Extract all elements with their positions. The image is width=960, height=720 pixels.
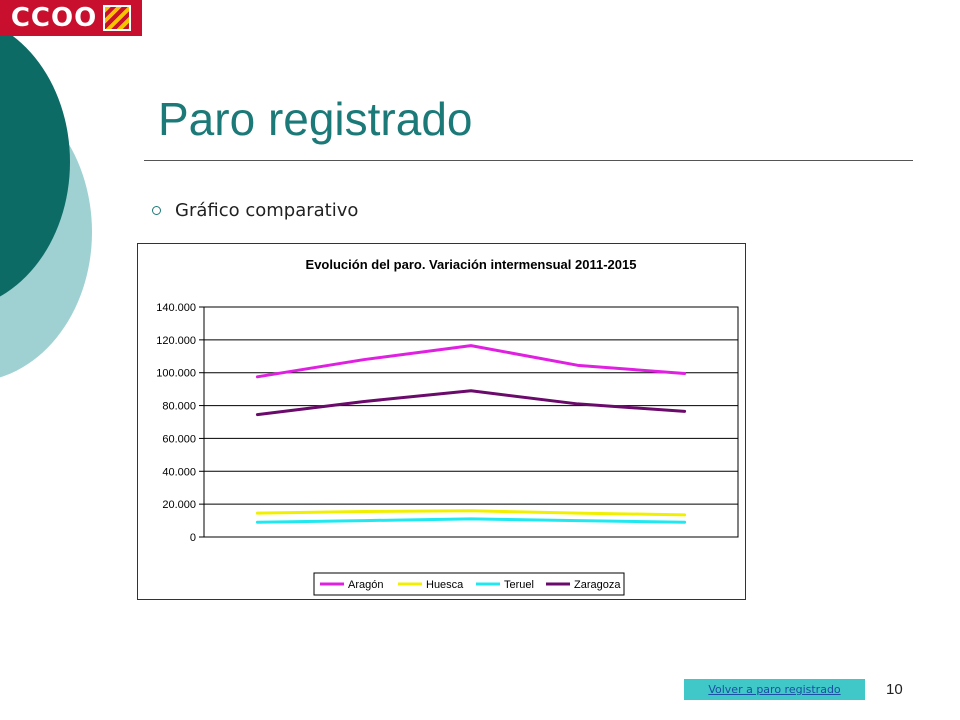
logo-text: CCOO xyxy=(10,3,98,33)
legend xyxy=(313,572,625,596)
line-chart: Evolución del paro. Variación intermensu… xyxy=(137,243,746,600)
chart-title: Evolución del paro. Variación intermensu… xyxy=(306,257,637,272)
series-line-huesca xyxy=(255,509,687,517)
page-number: 10 xyxy=(886,681,903,698)
legend-label: Aragón xyxy=(348,579,383,591)
circle-bullet-icon xyxy=(152,206,161,215)
title-divider xyxy=(144,160,913,161)
y-tick-label: 100.000 xyxy=(156,368,196,380)
series-line-aragón xyxy=(255,344,687,379)
chart-canvas: Evolución del paro. Variación intermensu… xyxy=(156,257,739,596)
aragon-flag-icon xyxy=(103,5,132,31)
page-title: Paro registrado xyxy=(158,93,473,145)
series-line-teruel xyxy=(255,517,687,524)
plot-area xyxy=(203,306,739,538)
y-tick-label: 40.000 xyxy=(162,466,196,478)
y-tick-label: 20.000 xyxy=(162,499,196,511)
legend-label: Huesca xyxy=(426,579,464,591)
y-tick-label: 80.000 xyxy=(162,401,196,413)
ccoo-logo: CCOO xyxy=(0,0,142,36)
decorative-teal-shapes xyxy=(0,27,92,378)
bullet-item: Gráfico comparativo xyxy=(152,200,358,221)
y-tick-label: 60.000 xyxy=(162,433,196,445)
y-tick-label: 140.000 xyxy=(156,302,196,314)
dark-teal-ellipse xyxy=(0,27,70,297)
legend-label: Teruel xyxy=(504,579,534,591)
y-tick-label: 120.000 xyxy=(156,335,196,347)
bullet-text: Gráfico comparativo xyxy=(175,200,359,221)
back-to-paro-link[interactable]: Volver a paro registrado xyxy=(684,679,865,700)
series-line-zaragoza xyxy=(255,389,687,417)
legend-label: Zaragoza xyxy=(574,579,621,591)
y-tick-label: 0 xyxy=(190,532,196,544)
